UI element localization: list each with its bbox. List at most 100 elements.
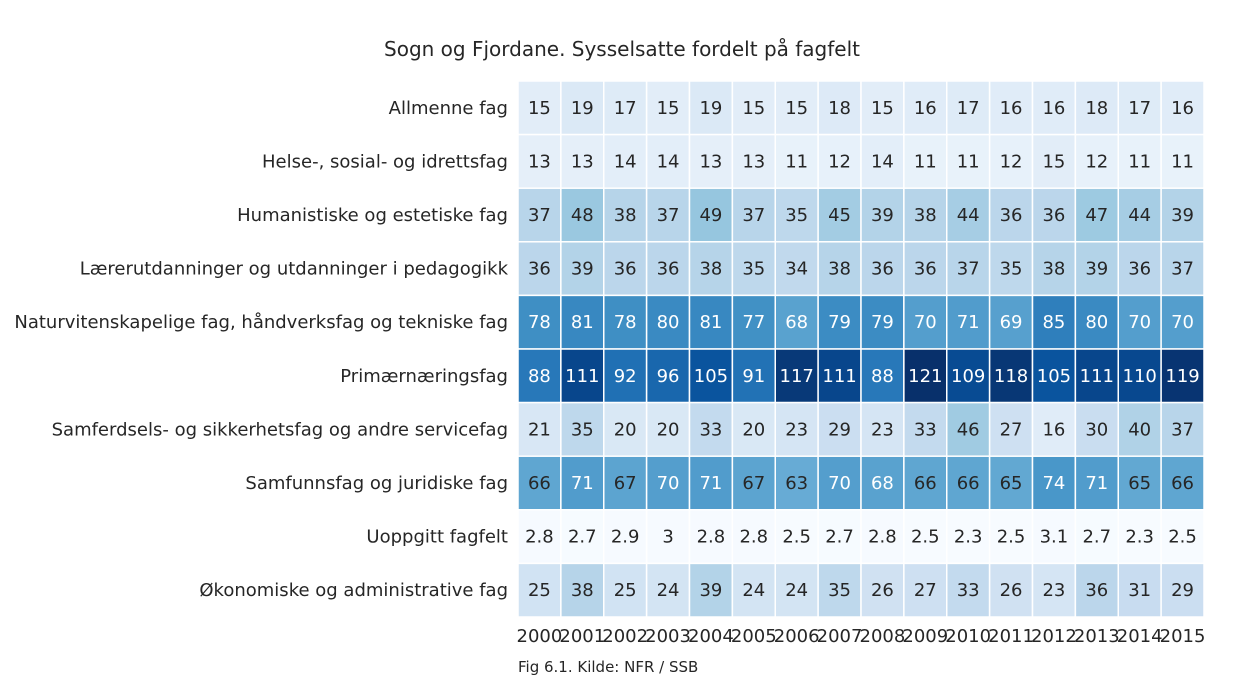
cell-value-label: 69 bbox=[1000, 312, 1023, 333]
cell-value-label: 33 bbox=[957, 580, 980, 601]
cell-value-label: 12 bbox=[1085, 151, 1108, 172]
cell-value-label: 35 bbox=[571, 419, 594, 440]
cell-value-label: 16 bbox=[1000, 98, 1023, 119]
column-label: 2000 bbox=[517, 626, 563, 647]
cell-value-label: 65 bbox=[1000, 473, 1023, 494]
heatmap-cell bbox=[517, 401, 562, 457]
row-label: Samfunnsfag og juridiske fag bbox=[245, 473, 508, 494]
cell-value-label: 48 bbox=[571, 205, 594, 226]
cell-value-label: 2.8 bbox=[739, 527, 768, 548]
heatmap-cell bbox=[560, 80, 605, 136]
cell-value-label: 68 bbox=[871, 473, 894, 494]
row-label: Primærnæringsfag bbox=[340, 366, 508, 387]
heatmap-cell bbox=[860, 348, 905, 404]
heatmap-cell bbox=[774, 241, 819, 297]
cell-value-label: 2.8 bbox=[868, 527, 897, 548]
cell-value-label: 70 bbox=[828, 473, 851, 494]
heatmap-cell bbox=[645, 294, 691, 350]
cell-value-label: 66 bbox=[528, 473, 551, 494]
cell-value-label: 71 bbox=[571, 473, 594, 494]
cell-value-label: 74 bbox=[1042, 473, 1065, 494]
cell-value-label: 2.8 bbox=[697, 527, 726, 548]
cell-value-label: 39 bbox=[1171, 205, 1194, 226]
cell-value-label: 35 bbox=[1000, 259, 1023, 280]
cell-value-label: 24 bbox=[785, 580, 808, 601]
cell-value-label: 71 bbox=[699, 473, 722, 494]
heatmap-cell bbox=[1160, 455, 1205, 511]
heatmap-cell bbox=[1031, 562, 1077, 618]
cell-value-label: 37 bbox=[528, 205, 551, 226]
cell-value-label: 29 bbox=[1171, 580, 1194, 601]
cell-value-label: 29 bbox=[828, 419, 851, 440]
row-label: Uoppgitt fagfelt bbox=[366, 527, 508, 548]
cell-value-label: 33 bbox=[914, 419, 937, 440]
heatmap-cell bbox=[517, 241, 562, 297]
cell-value-label: 39 bbox=[571, 259, 594, 280]
cell-value-label: 2.5 bbox=[1168, 527, 1197, 548]
cell-value-label: 39 bbox=[871, 205, 894, 226]
cell-value-label: 13 bbox=[742, 151, 765, 172]
heatmap-cell bbox=[645, 455, 691, 511]
cell-value-label: 16 bbox=[1042, 419, 1065, 440]
heatmap-cell bbox=[688, 187, 734, 243]
cell-value-label: 67 bbox=[614, 473, 637, 494]
heatmap-cell bbox=[817, 80, 862, 136]
cell-value-label: 36 bbox=[1042, 205, 1065, 226]
row-label: Lærerutdanninger og utdanninger i pedago… bbox=[80, 259, 509, 280]
cell-value-label: 25 bbox=[528, 580, 551, 601]
heatmap-cell bbox=[1074, 455, 1119, 511]
heatmap-cell bbox=[1031, 133, 1077, 189]
cell-value-label: 34 bbox=[785, 259, 808, 280]
cell-value-label: 17 bbox=[1128, 98, 1151, 119]
cell-value-label: 66 bbox=[914, 473, 937, 494]
cell-value-label: 14 bbox=[871, 151, 894, 172]
heatmap-cell bbox=[1160, 80, 1205, 136]
heatmap-cell bbox=[817, 348, 862, 404]
cell-value-label: 15 bbox=[742, 98, 765, 119]
heatmap-cell bbox=[645, 133, 691, 189]
heatmap-cell bbox=[645, 187, 691, 243]
cell-value-label: 16 bbox=[1171, 98, 1194, 119]
cell-value-label: 26 bbox=[1000, 580, 1023, 601]
heatmap-cell bbox=[1117, 455, 1162, 511]
cell-value-label: 110 bbox=[1123, 366, 1157, 387]
cell-value-label: 39 bbox=[699, 580, 722, 601]
cell-value-label: 79 bbox=[828, 312, 851, 333]
cell-value-label: 23 bbox=[1042, 580, 1065, 601]
heatmap-cell bbox=[1074, 294, 1119, 350]
cell-value-label: 26 bbox=[871, 580, 894, 601]
heatmap-cell bbox=[860, 294, 905, 350]
heatmap-cell bbox=[817, 241, 862, 297]
cell-value-label: 15 bbox=[1042, 151, 1065, 172]
heatmap-cell bbox=[688, 294, 734, 350]
cell-value-label: 24 bbox=[657, 580, 680, 601]
heatmap-cell bbox=[903, 187, 948, 243]
cell-value-label: 66 bbox=[1171, 473, 1194, 494]
cell-value-label: 78 bbox=[528, 312, 551, 333]
cell-value-label: 2.5 bbox=[997, 527, 1026, 548]
cell-value-label: 37 bbox=[742, 205, 765, 226]
heatmap-cell bbox=[688, 348, 734, 404]
cell-value-label: 105 bbox=[1037, 366, 1071, 387]
row-label: Humanistiske og estetiske fag bbox=[237, 205, 508, 226]
heatmap-cell bbox=[860, 455, 905, 511]
column-label: 2007 bbox=[817, 626, 863, 647]
cell-value-label: 77 bbox=[742, 312, 765, 333]
cell-value-label: 119 bbox=[1165, 366, 1199, 387]
row-label: Allmenne fag bbox=[389, 98, 508, 119]
heatmap-cell bbox=[1117, 294, 1162, 350]
cell-value-label: 2.8 bbox=[525, 527, 554, 548]
cell-value-label: 11 bbox=[1128, 151, 1151, 172]
cell-value-label: 2.5 bbox=[782, 527, 811, 548]
cell-value-label: 70 bbox=[1128, 312, 1151, 333]
cell-value-label: 92 bbox=[614, 366, 637, 387]
heatmap-cell bbox=[817, 294, 862, 350]
heatmap-cell bbox=[774, 348, 819, 404]
cell-value-label: 36 bbox=[914, 259, 937, 280]
heatmap-cell bbox=[946, 133, 991, 189]
cell-value-label: 36 bbox=[614, 259, 637, 280]
cell-value-label: 111 bbox=[822, 366, 856, 387]
heatmap-cell bbox=[903, 294, 948, 350]
cell-value-label: 111 bbox=[565, 366, 599, 387]
